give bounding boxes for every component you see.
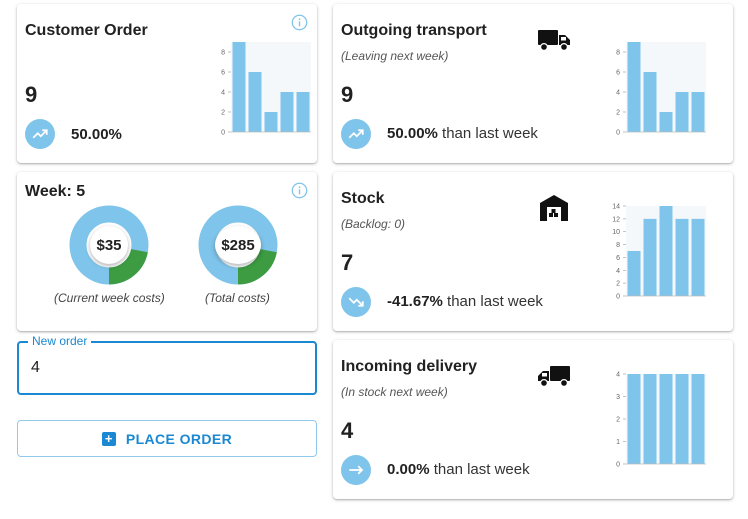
chart-tick-label: 4 <box>616 90 620 97</box>
customer-order-value: 9 <box>25 82 38 107</box>
chart-tick-label: 2 <box>616 281 620 288</box>
chart-tick-label: 10 <box>612 229 620 236</box>
chart-tick-label: 6 <box>221 70 225 77</box>
donut-ring <box>198 205 278 285</box>
current-week-cost: $35 <box>90 226 128 264</box>
total-cost: $285 <box>215 226 261 264</box>
chart-bar <box>627 251 641 296</box>
chart-tick-label: 8 <box>221 50 225 57</box>
outgoing-transport-title: Outgoing transport <box>341 22 487 39</box>
current-week-donut <box>69 205 149 285</box>
chart-tick-label: 0 <box>221 130 225 137</box>
chart-tick-label: 8 <box>616 242 620 249</box>
outgoing-transport-value: 9 <box>341 82 354 107</box>
chart-tick-label: 6 <box>616 255 620 262</box>
chart-tick-label: 4 <box>616 372 620 379</box>
customer-order-title: Customer Order <box>25 22 148 39</box>
chart-bar <box>675 218 689 296</box>
chart-tick-label: 2 <box>221 110 225 117</box>
outgoing-transport-card: Outgoing transport (Leaving next week) 9… <box>333 4 733 163</box>
truck-icon <box>538 366 570 388</box>
warehouse-icon <box>540 195 568 221</box>
chart-bar <box>264 112 278 132</box>
chart-tick-label: 0 <box>616 294 620 301</box>
chart-bar <box>232 42 246 132</box>
chart-bar <box>280 92 294 132</box>
plus-box-icon: + <box>101 431 116 446</box>
chart-bar <box>627 42 641 132</box>
incoming-delivery-change: 0.00% than last week <box>387 461 530 478</box>
chart-bar <box>643 72 657 132</box>
info-icon[interactable] <box>291 14 308 31</box>
incoming-delivery-value: 4 <box>341 418 354 443</box>
chart-tick-label: 14 <box>612 204 620 211</box>
customer-order-card: Customer Order 9 50.00% 0 2 4 6 8 <box>17 4 317 163</box>
current-week-label: (Current week costs) <box>54 291 165 305</box>
incoming-delivery-title: Incoming delivery <box>341 358 478 375</box>
place-order-label: PLACE ORDER <box>125 430 233 447</box>
trending-flat-icon <box>341 455 371 485</box>
week-title: Week: 5 <box>25 183 86 200</box>
chart-tick-label: 4 <box>221 90 225 97</box>
week-card: Week: 5 $35 (Current week costs) $285 (T… <box>17 172 317 331</box>
chart-bar <box>296 92 310 132</box>
chart-bar <box>691 374 705 464</box>
chart-bar <box>659 374 673 464</box>
chart-tick-label: 2 <box>616 110 620 117</box>
customer-order-chart: 0 2 4 6 8 <box>221 42 311 137</box>
incoming-delivery-chart: 0 1 2 3 4 <box>616 372 706 469</box>
chart-tick-label: 8 <box>616 50 620 57</box>
trending-down-icon <box>341 287 371 317</box>
stock-value: 7 <box>341 250 354 275</box>
incoming-delivery-card: Incoming delivery (In stock next week) 4… <box>333 340 733 499</box>
stock-title: Stock <box>341 190 385 207</box>
stock-change: -41.67% than last week <box>387 293 543 310</box>
total-costs-label: (Total costs) <box>205 291 270 305</box>
outgoing-transport-subtitle: (Leaving next week) <box>341 49 449 63</box>
chart-tick-label: 0 <box>616 462 620 469</box>
new-order-field[interactable]: New order <box>17 334 317 395</box>
donut-segment <box>198 205 278 285</box>
chart-tick-label: 6 <box>616 70 620 77</box>
info-icon[interactable] <box>291 182 308 199</box>
outgoing-transport-change: 50.00% than last week <box>387 125 538 142</box>
chart-bar <box>659 112 673 132</box>
trending-up-icon <box>25 119 55 149</box>
stock-card: Stock (Backlog: 0) 7 -41.67% than last w… <box>333 172 733 331</box>
new-order-input[interactable] <box>31 359 291 377</box>
chart-tick-label: 1 <box>616 439 620 446</box>
donut-segment <box>69 205 149 285</box>
stock-chart: 0 2 4 6 8 10 12 14 <box>612 204 706 301</box>
chart-bar <box>659 206 673 296</box>
chart-bar <box>643 218 657 296</box>
truck-icon <box>538 30 570 52</box>
outgoing-transport-chart: 0 2 4 6 8 <box>616 42 706 137</box>
chart-bar <box>675 92 689 132</box>
chart-tick-label: 2 <box>616 417 620 424</box>
chart-bar <box>627 374 641 464</box>
customer-order-change: 50.00% <box>71 126 122 143</box>
chart-tick-label: 0 <box>616 130 620 137</box>
place-order-button[interactable]: + PLACE ORDER <box>17 420 317 457</box>
chart-bar <box>691 92 705 132</box>
chart-bar <box>643 374 657 464</box>
chart-tick-label: 4 <box>616 268 620 275</box>
donut-ring <box>69 205 149 285</box>
chart-bar <box>691 218 705 296</box>
trending-up-icon <box>341 119 371 149</box>
chart-bar <box>675 374 689 464</box>
total-costs-donut <box>198 205 278 285</box>
new-order-label: New order <box>28 334 92 348</box>
chart-tick-label: 12 <box>612 216 620 223</box>
chart-tick-label: 3 <box>616 394 620 401</box>
stock-subtitle: (Backlog: 0) <box>341 217 406 231</box>
incoming-delivery-subtitle: (In stock next week) <box>341 385 448 399</box>
chart-bar <box>248 72 262 132</box>
